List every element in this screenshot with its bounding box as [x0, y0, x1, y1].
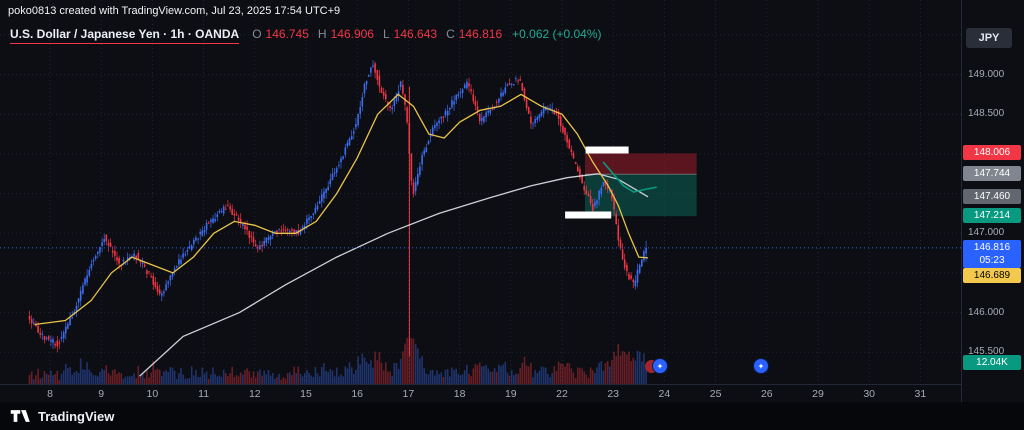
currency-toggle-button[interactable]: JPY [966, 28, 1012, 48]
time-axis-label: 15 [300, 388, 312, 400]
low-value: 146.643 [393, 27, 438, 41]
time-axis-label: 23 [607, 388, 620, 400]
ma-slow-price-badge[interactable]: 147.460 [963, 188, 1021, 204]
volume-badge[interactable]: 12.04K [963, 355, 1021, 371]
target-price-badge[interactable]: 147.214 [963, 208, 1021, 224]
time-axis-label: 17 [402, 388, 415, 400]
time-axis-label: 19 [504, 388, 517, 400]
price-axis-label: 147.000 [968, 227, 1005, 239]
tradingview-logo-text: TradingView [38, 408, 115, 424]
time-axis[interactable]: 8 9 10 11 12 15 16 17 18 19 22 23 24 25 26 29 30 31 [0, 384, 961, 403]
bottom-toolbar: TradingView [0, 402, 1024, 430]
change-value: +0.062 (+0.04%) [512, 27, 602, 41]
high-value: 146.906 [330, 27, 374, 41]
tradingview-logo-icon [10, 410, 30, 422]
price-axis-label: 146.000 [968, 306, 1005, 318]
time-axis-label: 12 [248, 388, 261, 400]
ma-fast-price-badge[interactable]: 146.689 [963, 267, 1021, 283]
symbol-title[interactable]: U.S. Dollar / Japanese Yen · 1h · OANDA [10, 27, 240, 44]
close-label: C [446, 27, 455, 41]
last-price-badge[interactable]: 146.816 05:23 [963, 239, 1021, 268]
price-axis-label: 145.500 [968, 346, 1005, 358]
time-axis-label: 30 [863, 388, 876, 400]
price-axis-label: 149.000 [968, 68, 1005, 80]
time-axis-label: 26 [760, 388, 773, 400]
time-axis-label: 10 [146, 388, 159, 400]
entry-price-badge[interactable]: 147.744 [963, 166, 1021, 182]
time-axis-label: 31 [914, 388, 927, 400]
time-axis-label: 24 [658, 388, 671, 400]
price-axis-label: 148.500 [968, 108, 1005, 120]
low-label: L [382, 27, 390, 41]
high-label: H [317, 27, 327, 41]
time-axis-label: 8 [47, 388, 53, 400]
close-value: 146.816 [458, 27, 503, 41]
tradingview-logo[interactable]: TradingView [10, 409, 114, 424]
price-axis[interactable]: 149.000 148.500 147.000 146.000 145.500 148.0… [961, 0, 1024, 402]
watermark-text: poko0813 created with TradingView.com, J… [8, 5, 341, 17]
chart-canvas[interactable] [0, 0, 961, 384]
open-value: 146.745 [265, 27, 309, 41]
open-label: O [252, 27, 262, 41]
time-axis-label: 18 [453, 388, 466, 400]
stop-price-badge[interactable]: 148.006 [963, 145, 1021, 161]
time-axis-label: 29 [812, 388, 824, 400]
time-axis-label: 11 [198, 388, 210, 400]
time-axis-label: 9 [98, 388, 105, 400]
sticker-icon[interactable]: ✦ [645, 358, 668, 374]
time-axis-label: 22 [556, 388, 568, 400]
sticker-icon[interactable]: ✦ [753, 358, 769, 374]
symbol-legend[interactable]: U.S. Dollar / Japanese Yen · 1h · OANDA … [10, 27, 602, 44]
time-axis-label: 16 [351, 388, 364, 400]
time-axis-label: 25 [709, 388, 722, 400]
